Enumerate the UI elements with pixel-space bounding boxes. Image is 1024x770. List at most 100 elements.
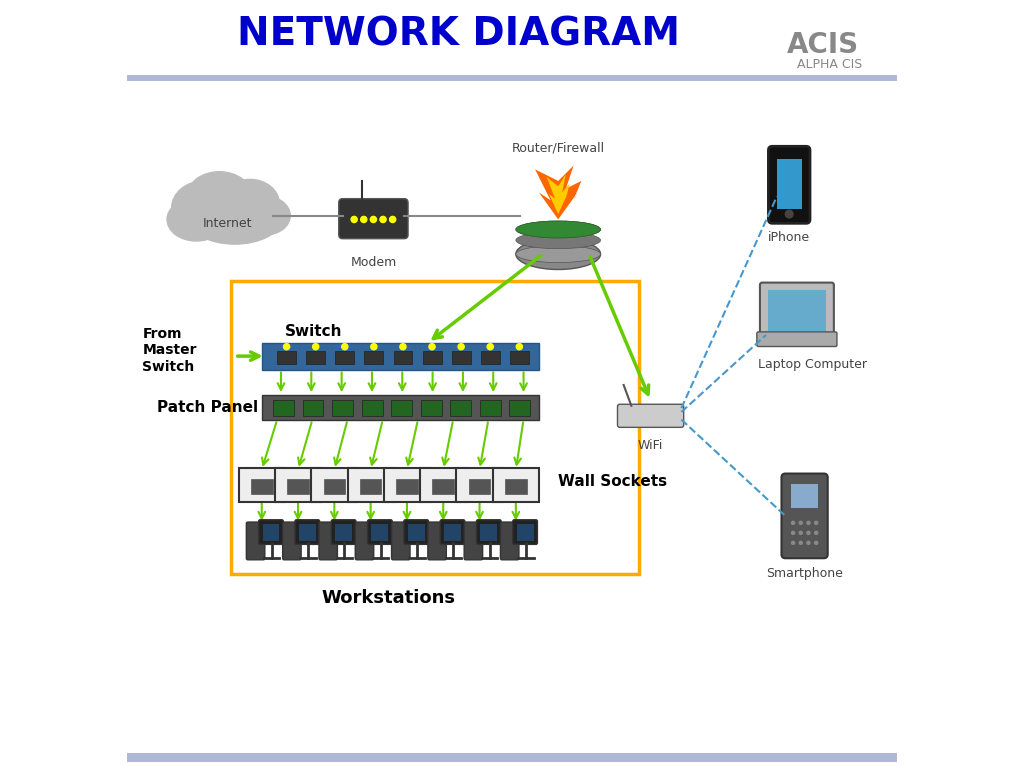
FancyBboxPatch shape xyxy=(127,753,897,762)
FancyBboxPatch shape xyxy=(517,524,534,541)
FancyBboxPatch shape xyxy=(505,479,526,494)
Text: iPhone: iPhone xyxy=(768,231,810,244)
Ellipse shape xyxy=(172,181,237,235)
FancyBboxPatch shape xyxy=(127,75,897,81)
FancyBboxPatch shape xyxy=(469,479,490,494)
FancyBboxPatch shape xyxy=(480,524,498,541)
Circle shape xyxy=(342,343,348,350)
Ellipse shape xyxy=(516,221,600,238)
FancyBboxPatch shape xyxy=(368,520,392,544)
FancyBboxPatch shape xyxy=(396,479,418,494)
FancyBboxPatch shape xyxy=(299,524,315,541)
FancyBboxPatch shape xyxy=(273,400,294,416)
Circle shape xyxy=(815,541,818,544)
FancyBboxPatch shape xyxy=(332,520,356,544)
FancyBboxPatch shape xyxy=(757,332,837,346)
Circle shape xyxy=(516,343,522,350)
Circle shape xyxy=(371,343,377,350)
Ellipse shape xyxy=(188,195,281,244)
Text: ALPHA CIS: ALPHA CIS xyxy=(797,58,862,71)
FancyBboxPatch shape xyxy=(464,522,482,560)
Ellipse shape xyxy=(241,196,290,235)
FancyBboxPatch shape xyxy=(777,159,802,209)
FancyBboxPatch shape xyxy=(513,520,538,544)
FancyBboxPatch shape xyxy=(768,290,826,331)
Text: Internet: Internet xyxy=(203,217,252,229)
FancyBboxPatch shape xyxy=(295,520,319,544)
FancyBboxPatch shape xyxy=(259,520,284,544)
Circle shape xyxy=(792,531,795,534)
FancyBboxPatch shape xyxy=(335,524,352,541)
Ellipse shape xyxy=(516,221,600,238)
FancyBboxPatch shape xyxy=(324,479,345,494)
Circle shape xyxy=(400,343,407,350)
FancyBboxPatch shape xyxy=(262,395,539,420)
FancyBboxPatch shape xyxy=(444,524,461,541)
FancyBboxPatch shape xyxy=(457,468,503,502)
Circle shape xyxy=(807,521,810,524)
FancyBboxPatch shape xyxy=(501,522,519,560)
FancyBboxPatch shape xyxy=(288,479,309,494)
FancyBboxPatch shape xyxy=(359,479,381,494)
Circle shape xyxy=(785,210,793,218)
Circle shape xyxy=(799,521,802,524)
Circle shape xyxy=(815,521,818,524)
FancyBboxPatch shape xyxy=(384,468,430,502)
Circle shape xyxy=(371,216,377,223)
FancyBboxPatch shape xyxy=(393,351,413,364)
FancyBboxPatch shape xyxy=(768,146,810,223)
FancyBboxPatch shape xyxy=(318,522,338,560)
Circle shape xyxy=(799,531,802,534)
FancyBboxPatch shape xyxy=(303,400,324,416)
FancyBboxPatch shape xyxy=(476,520,501,544)
FancyBboxPatch shape xyxy=(428,522,446,560)
Text: Patch Panel: Patch Panel xyxy=(157,400,258,415)
FancyBboxPatch shape xyxy=(420,468,466,502)
FancyBboxPatch shape xyxy=(481,351,500,364)
Text: ACIS: ACIS xyxy=(786,31,858,59)
FancyBboxPatch shape xyxy=(781,474,827,558)
FancyBboxPatch shape xyxy=(421,400,441,416)
FancyBboxPatch shape xyxy=(251,479,272,494)
Circle shape xyxy=(792,521,795,524)
FancyBboxPatch shape xyxy=(440,520,465,544)
Circle shape xyxy=(487,343,494,350)
FancyBboxPatch shape xyxy=(451,400,471,416)
Circle shape xyxy=(429,343,435,350)
FancyBboxPatch shape xyxy=(275,468,322,502)
FancyBboxPatch shape xyxy=(239,468,285,502)
Ellipse shape xyxy=(187,172,252,221)
FancyBboxPatch shape xyxy=(509,400,530,416)
Ellipse shape xyxy=(516,246,600,263)
FancyBboxPatch shape xyxy=(311,468,357,502)
Ellipse shape xyxy=(516,232,600,249)
FancyBboxPatch shape xyxy=(480,400,501,416)
Text: Smartphone: Smartphone xyxy=(766,567,843,581)
FancyBboxPatch shape xyxy=(306,351,326,364)
FancyBboxPatch shape xyxy=(617,404,684,427)
Text: WiFi: WiFi xyxy=(638,439,664,452)
Text: Modem: Modem xyxy=(350,256,396,269)
Circle shape xyxy=(389,216,395,223)
Text: Wall Sockets: Wall Sockets xyxy=(558,474,668,489)
Ellipse shape xyxy=(221,179,280,229)
FancyBboxPatch shape xyxy=(355,522,374,560)
FancyBboxPatch shape xyxy=(510,351,528,364)
Circle shape xyxy=(312,343,318,350)
Text: Switch: Switch xyxy=(285,324,342,339)
FancyBboxPatch shape xyxy=(333,400,353,416)
FancyBboxPatch shape xyxy=(278,351,296,364)
Ellipse shape xyxy=(167,198,225,241)
FancyBboxPatch shape xyxy=(452,351,471,364)
Polygon shape xyxy=(547,174,569,214)
Text: Laptop Computer: Laptop Computer xyxy=(758,358,866,371)
FancyBboxPatch shape xyxy=(432,479,454,494)
Text: NETWORK DIAGRAM: NETWORK DIAGRAM xyxy=(237,15,680,54)
Circle shape xyxy=(380,216,386,223)
FancyBboxPatch shape xyxy=(361,400,383,416)
FancyBboxPatch shape xyxy=(339,199,408,239)
Circle shape xyxy=(351,216,357,223)
Polygon shape xyxy=(536,166,582,219)
Text: Router/Firewall: Router/Firewall xyxy=(512,141,605,154)
FancyBboxPatch shape xyxy=(391,400,412,416)
